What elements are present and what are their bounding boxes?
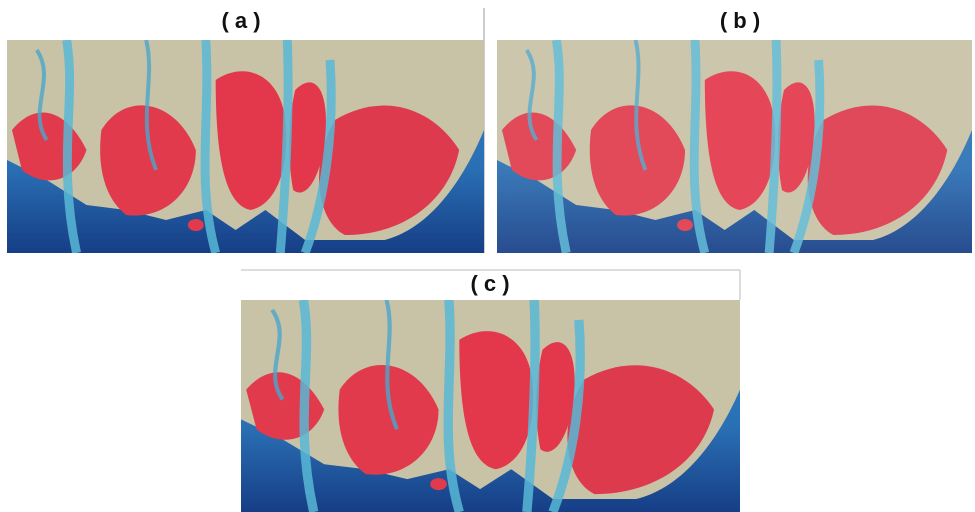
panel-label: ( b ) [720,8,760,33]
satellite-image [497,40,972,253]
panel-label: ( c ) [470,271,509,296]
satellite-image [241,300,740,512]
satellite-image [7,40,484,253]
panel-label: ( a ) [221,8,260,33]
